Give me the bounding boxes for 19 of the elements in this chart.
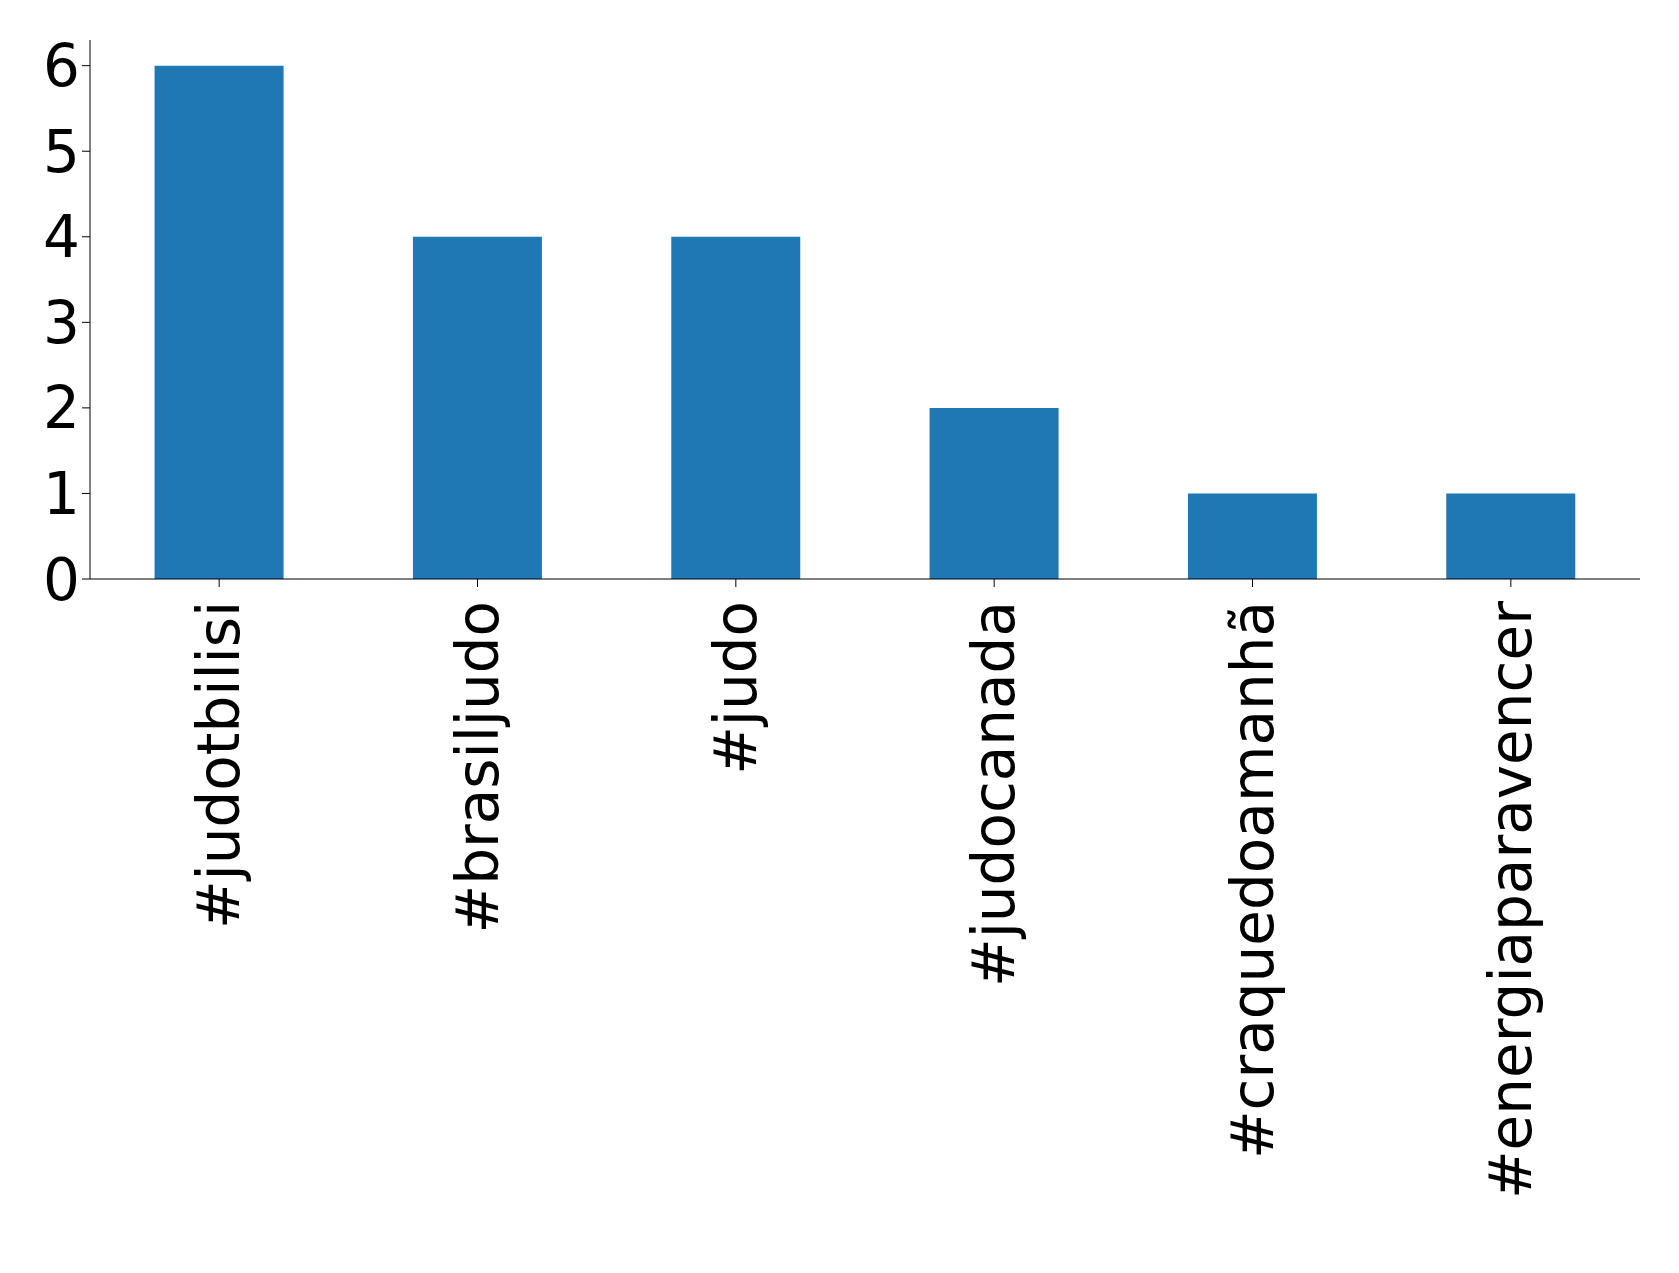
- x-tick-label: #craquedoamanhã: [1218, 601, 1287, 1160]
- y-tick-label: 3: [43, 288, 80, 357]
- bar: [154, 65, 284, 579]
- y-tick-label: 5: [43, 117, 80, 186]
- bar: [1446, 493, 1576, 579]
- y-tick-label: 6: [43, 32, 80, 101]
- bar: [412, 236, 542, 579]
- y-tick-label: 1: [43, 460, 80, 529]
- y-tick-label: 2: [43, 374, 80, 443]
- bar: [1187, 493, 1317, 579]
- x-tick-label: #judotbilisi: [185, 601, 254, 930]
- y-tick-label: 4: [43, 203, 80, 272]
- x-tick-label: #energiaparavencer: [1476, 600, 1545, 1199]
- x-tick-label: #brasiljudo: [443, 601, 512, 934]
- y-tick-label: 0: [43, 545, 80, 614]
- bar: [671, 236, 801, 579]
- x-tick-label: #judocanada: [960, 601, 1029, 987]
- bar: [929, 407, 1059, 579]
- x-tick-label: #judo: [701, 601, 770, 775]
